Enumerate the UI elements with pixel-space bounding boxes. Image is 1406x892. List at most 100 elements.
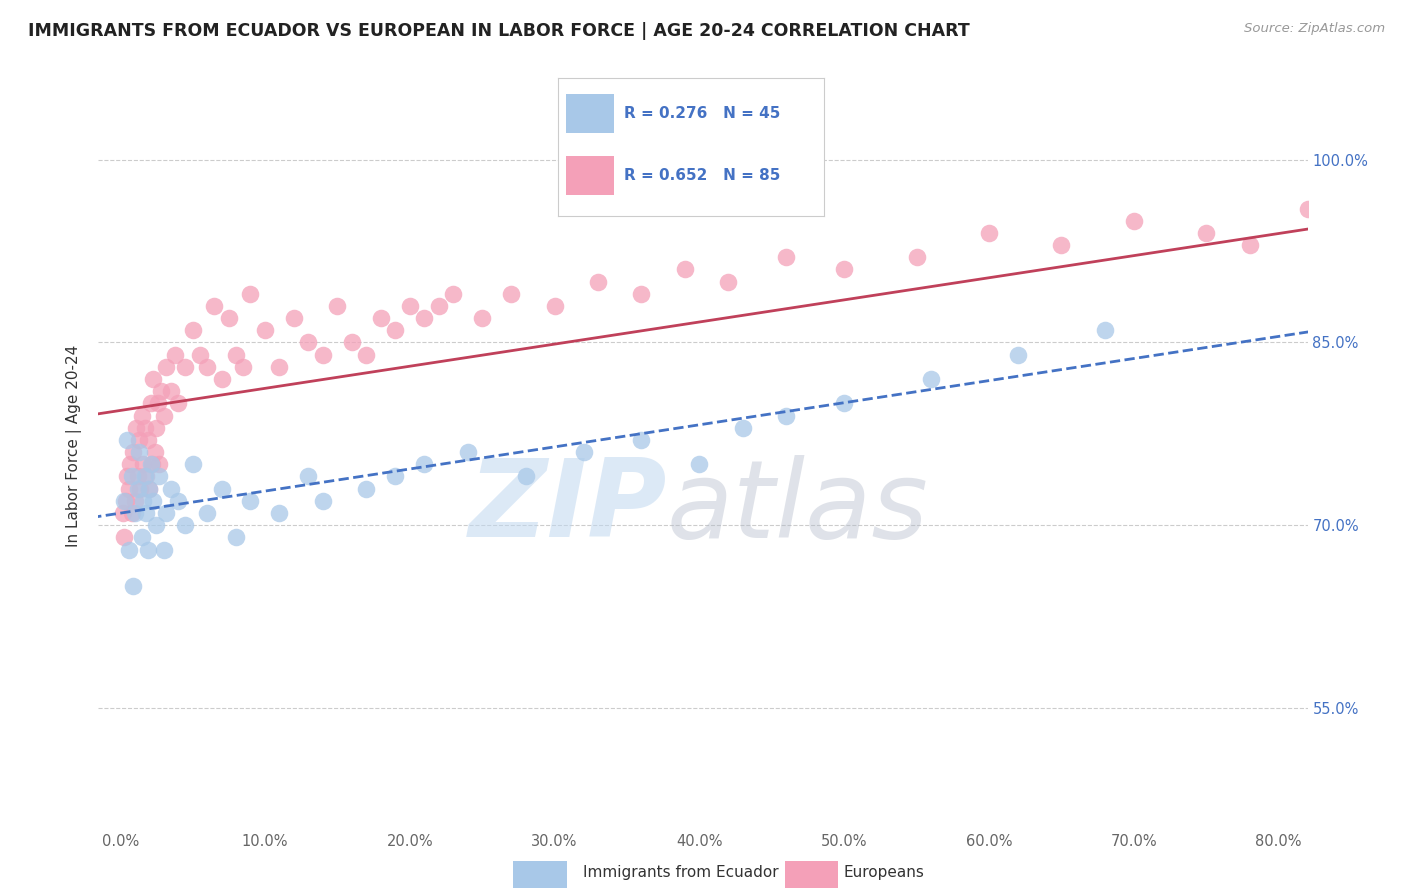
Point (188, 348, 211, 362)
Point (136, 433, 159, 447)
Point (202, 299, 225, 313)
Point (165, 348, 187, 362)
Point (138, 482, 160, 496)
Point (152, 409, 174, 423)
Point (543, 299, 565, 313)
Text: Immigrants from Ecuador: Immigrants from Ecuador (583, 865, 779, 880)
Point (195, 506, 218, 520)
Y-axis label: In Labor Force | Age 20-24: In Labor Force | Age 20-24 (66, 345, 83, 547)
Point (167, 493, 190, 508)
Point (1384, 213, 1406, 227)
Point (145, 518, 167, 533)
Point (630, 433, 652, 447)
Point (471, 311, 494, 326)
Point (977, 226, 1000, 240)
Text: ZIP: ZIP (468, 454, 666, 560)
Point (149, 384, 172, 399)
Point (122, 579, 145, 593)
Point (142, 372, 165, 386)
Point (312, 348, 335, 362)
Point (121, 469, 143, 483)
Point (572, 445, 595, 459)
Point (121, 506, 143, 520)
Text: IMMIGRANTS FROM ECUADOR VS EUROPEAN IN LABOR FORCE | AGE 20-24 CORRELATION CHART: IMMIGRANTS FROM ECUADOR VS EUROPEAN IN L… (28, 22, 970, 40)
Point (384, 323, 406, 337)
Point (501, 286, 523, 301)
Point (152, 542, 174, 557)
Point (143, 445, 166, 459)
Point (148, 457, 170, 471)
Text: Europeans: Europeans (844, 865, 925, 880)
Point (155, 506, 177, 520)
Point (905, 250, 928, 264)
Point (297, 469, 319, 483)
Point (1239, 238, 1261, 252)
Point (114, 530, 136, 544)
Point (122, 445, 145, 459)
Text: Source: ZipAtlas.com: Source: ZipAtlas.com (1244, 22, 1385, 36)
Point (370, 311, 392, 326)
Point (125, 421, 148, 435)
Point (1094, 323, 1116, 337)
Point (673, 262, 696, 277)
Point (155, 359, 177, 374)
Point (117, 469, 139, 483)
Point (132, 457, 155, 471)
Point (340, 335, 363, 350)
Point (775, 250, 797, 264)
Point (427, 299, 450, 313)
Point (118, 482, 141, 496)
Point (134, 469, 156, 483)
Point (195, 359, 218, 374)
Point (135, 506, 157, 520)
Point (1050, 238, 1073, 252)
Point (688, 457, 710, 471)
Point (239, 286, 262, 301)
Point (253, 323, 276, 337)
Point (1195, 226, 1218, 240)
Point (441, 286, 464, 301)
Point (120, 457, 142, 471)
Point (129, 482, 152, 496)
Point (515, 469, 537, 483)
Point (146, 396, 169, 410)
Point (159, 482, 181, 496)
Point (1007, 348, 1029, 362)
Point (136, 542, 159, 557)
Point (181, 323, 204, 337)
Text: atlas: atlas (666, 455, 928, 560)
Point (114, 493, 136, 508)
Point (148, 469, 170, 483)
Point (413, 457, 436, 471)
Point (134, 421, 156, 435)
Point (384, 469, 406, 483)
Point (139, 457, 162, 471)
Point (1122, 213, 1144, 227)
Point (132, 493, 155, 508)
Point (115, 493, 138, 508)
Point (775, 409, 797, 423)
Point (731, 421, 754, 435)
Point (326, 299, 349, 313)
Point (127, 469, 149, 483)
Point (131, 409, 153, 423)
Point (138, 482, 160, 496)
Point (312, 493, 335, 508)
Point (283, 311, 305, 326)
Point (127, 482, 149, 496)
Point (356, 482, 378, 496)
Point (112, 506, 135, 520)
Point (717, 275, 740, 289)
Point (832, 262, 855, 277)
Point (211, 372, 233, 386)
Point (174, 518, 197, 533)
Point (142, 493, 165, 508)
Point (356, 348, 378, 362)
Point (131, 530, 153, 544)
Point (239, 493, 262, 508)
Point (1296, 202, 1319, 216)
Point (117, 433, 139, 447)
Point (297, 335, 319, 350)
Point (145, 421, 167, 435)
Point (1340, 579, 1362, 593)
